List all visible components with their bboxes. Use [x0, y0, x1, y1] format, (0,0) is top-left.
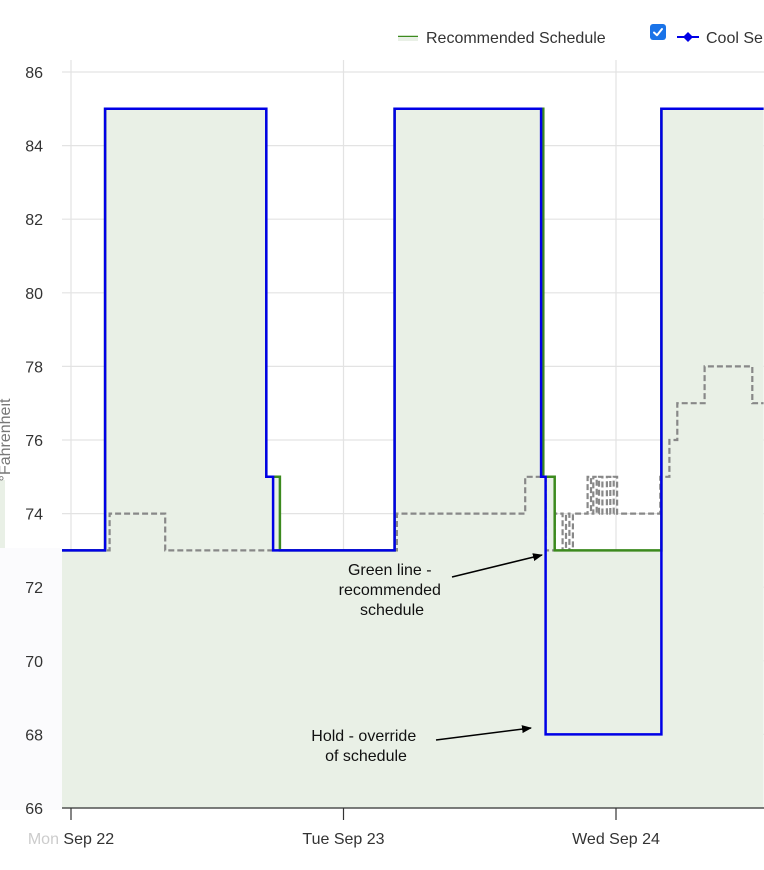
- legend-item-recommended[interactable]: Recommended Schedule: [398, 30, 606, 47]
- y-tick-label-4: 74: [25, 507, 43, 524]
- y-tick-label-7: 80: [25, 286, 43, 303]
- y-tick-label-10: 86: [25, 65, 43, 82]
- series-fills: [62, 108, 764, 808]
- annotation-recommended-arrow: [451, 553, 543, 578]
- series-line-cool: [62, 107, 764, 736]
- svg-text:Green line - recommended: Green line - recommended schedule: [339, 562, 446, 619]
- annotation-recommended-line-3: schedule: [360, 602, 424, 619]
- annotation-hold: Hold - override of schedule: [311, 725, 532, 765]
- annotation-recommended-line-1: Green line -: [348, 562, 432, 579]
- annotation-hold-line-1: Hold - override: [311, 728, 416, 745]
- left-pane: [0, 548, 62, 810]
- x-axis-ticks: Mon Sep 22 Tue Sep 23 Wed Sep 24: [28, 808, 660, 848]
- annotation-recommended: Green line - recommended schedule: [339, 553, 543, 619]
- y-axis-ticks: 66 68 70 72 74 76 78 80 82 84 86: [25, 65, 43, 818]
- x-tick-label-1: Tue Sep 23: [302, 831, 384, 848]
- annotation-hold-arrow: [435, 725, 532, 741]
- y-tick-label-1: 68: [25, 727, 43, 744]
- legend-label-cool: Cool Se: [706, 30, 763, 47]
- y-tick-label-8: 82: [25, 212, 43, 229]
- annotation-hold-line-2: of schedule: [325, 748, 407, 765]
- legend-marker-cool: [683, 32, 693, 42]
- annotation-recommended-line-2: recommended: [339, 582, 441, 599]
- series-fill-recommended: [62, 108, 764, 808]
- svg-text:Hold - override of sched: Hold - override of schedule: [311, 728, 420, 765]
- checkmark-icon: [653, 28, 663, 37]
- series-lines: [62, 107, 764, 736]
- y-tick-label-5: 76: [25, 433, 43, 450]
- y-tick-label-6: 78: [25, 359, 43, 376]
- legend-checkbox-cool[interactable]: [650, 24, 666, 40]
- legend-swatch-recommended-fill: [398, 37, 418, 41]
- x-tick-label-2: Wed Sep 24: [572, 831, 660, 848]
- legend: Recommended Schedule Cool Se: [398, 30, 763, 47]
- y-tick-label-3: 72: [25, 580, 43, 597]
- legend-item-cool[interactable]: Cool Se: [677, 30, 763, 47]
- y-tick-label-9: 84: [25, 139, 43, 156]
- legend-label-recommended: Recommended Schedule: [426, 30, 606, 47]
- series-line-actual: [62, 365, 764, 552]
- y-tick-label-0: 66: [25, 801, 43, 818]
- left-pane-fill: [0, 480, 5, 548]
- y-axis-label: °Fahrenheit: [0, 398, 14, 481]
- x-tick-label-0: Mon Sep 22: [28, 831, 114, 848]
- y-tick-label-2: 70: [25, 654, 43, 671]
